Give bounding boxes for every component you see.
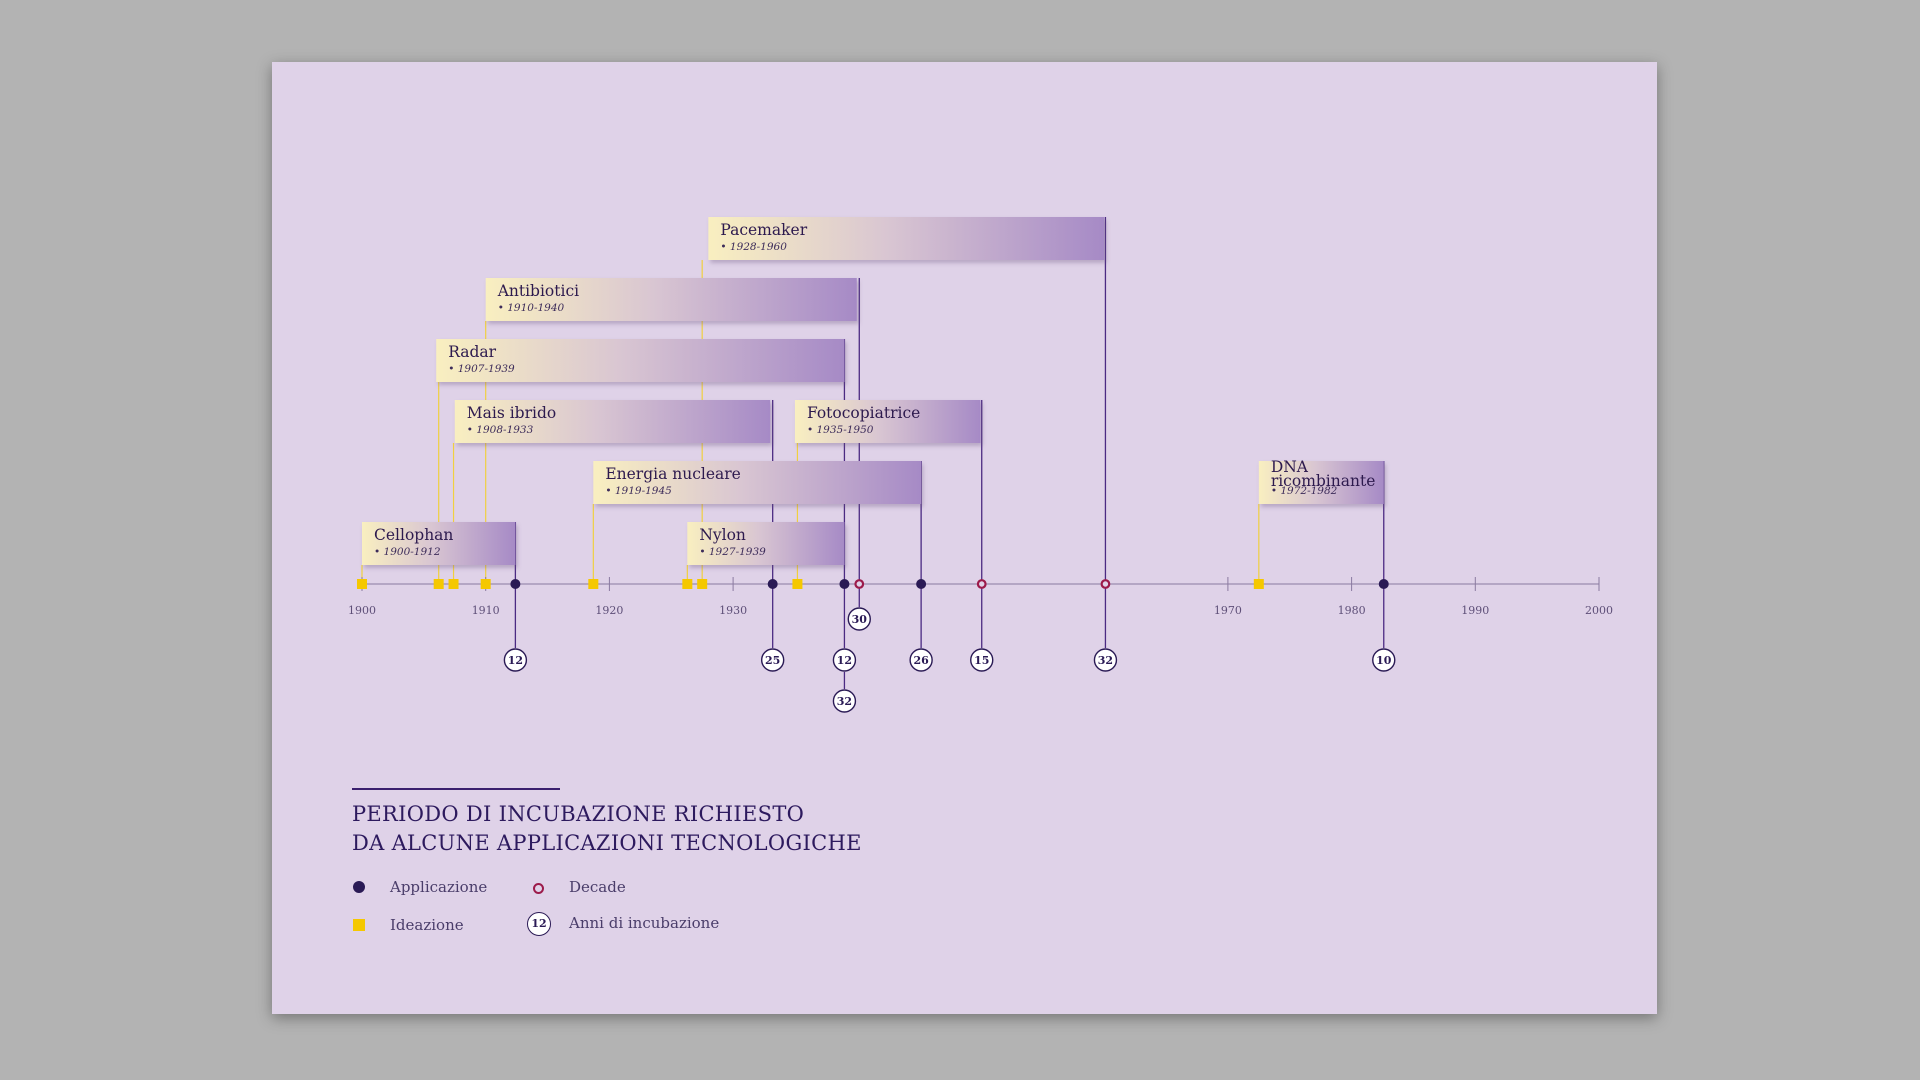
legend-anni-label: Anni di incubazione	[569, 914, 720, 932]
chart-title-line2: DA ALCUNE APPLICAZIONI TECNOLOGICHE	[352, 831, 862, 855]
x-tick-label-1930: 1930	[719, 604, 747, 617]
ideazione-marker-4	[588, 579, 599, 589]
bar-pacemaker	[708, 217, 1105, 260]
applicazione-marker-1	[767, 579, 778, 589]
applicazione-badge-circle-4	[1372, 648, 1396, 672]
bar-energia-nucleare	[593, 461, 922, 504]
bar-sublabel-pacemaker: • 1928-1960	[720, 241, 787, 253]
bar-sublabel-cellophan: • 1900-1912	[374, 546, 441, 558]
x-tick-label-1970: 1970	[1214, 604, 1242, 617]
legend-decade-label: Decade	[569, 878, 626, 896]
ideazione-marker-0	[357, 579, 367, 589]
applicazione-badge-circle-1	[760, 648, 785, 672]
bar-sublabel-radar: • 1907-1939	[448, 363, 515, 375]
decade-badge-label-1: 15	[974, 654, 989, 667]
legend-badge-example: 12	[527, 912, 551, 936]
bar-nylon	[687, 522, 845, 565]
decade-marker-1	[976, 579, 987, 589]
ideazione-marker-1	[433, 579, 444, 589]
bar-label-mais-ibrido: Mais ibrido	[467, 404, 556, 422]
bar-sublabel-energia-nucleare: • 1919-1945	[605, 485, 672, 497]
applicazione-badge-label-4: 10	[1376, 654, 1392, 667]
bar-sublabel-mais-ibrido: • 1908-1933	[467, 424, 534, 436]
decade-marker-2	[1100, 579, 1111, 589]
bar-label-antibiotici: Antibiotici	[497, 282, 579, 300]
ideazione-marker-7	[792, 579, 803, 589]
decade-marker-0	[854, 579, 865, 589]
bar-fotocopiatrice	[794, 400, 981, 443]
applicazione-badge-label-3: 26	[913, 654, 929, 667]
applicazione-marker-2	[839, 579, 850, 589]
legend-rule	[352, 788, 560, 790]
bar-sublabel-antibiotici: • 1910-1940	[498, 302, 565, 314]
x-tick-label-1990: 1990	[1461, 604, 1489, 617]
x-tick-label-1920: 1920	[595, 604, 623, 617]
ideazione-marker-2	[448, 579, 459, 589]
applicazione-marker-3	[916, 579, 927, 589]
legend-applicazione-label: Applicazione	[390, 878, 488, 896]
bar-label-pacemaker: Pacemaker	[720, 221, 807, 239]
x-tick-label-1980: 1980	[1338, 604, 1366, 617]
bar-sublabel-dna-ricombinante: • 1972-1982	[1271, 485, 1338, 497]
bar-radar	[436, 339, 845, 382]
ideazione-marker-5	[682, 579, 693, 589]
applicazione-badge-label-2: 12	[837, 654, 852, 667]
applicazione-badge-circle-2	[832, 648, 857, 672]
extra-badge-circle-0	[832, 689, 857, 713]
ideazione-marker-3	[480, 579, 491, 589]
chart-title: PERIODO DI INCUBAZIONE RICHIESTO DA ALCU…	[352, 800, 862, 858]
bar-cellophan	[362, 522, 516, 565]
decade-badge-circle-0	[847, 607, 871, 631]
applicazione-badge-label-0: 12	[508, 654, 523, 667]
bar-antibiotici	[485, 278, 857, 321]
applicazione-badge-circle-3	[909, 648, 933, 672]
legend-applicazione-marker	[353, 881, 365, 893]
bar-label-dna-ricombinante: DNA ricombinante	[1271, 458, 1376, 490]
ideazione-marker-6	[697, 579, 708, 589]
applicazione-marker-4	[1378, 579, 1389, 589]
bar-label-nylon: Nylon	[699, 526, 746, 544]
decade-badge-label-0: 30	[852, 613, 868, 626]
decade-badge-circle-2	[1093, 648, 1118, 672]
bar-dna-ricombinante	[1258, 461, 1384, 504]
legend-ideazione-label: Ideazione	[390, 916, 464, 934]
chart-title-line1: PERIODO DI INCUBAZIONE RICHIESTO	[352, 802, 805, 826]
decade-badge-label-2: 32	[1098, 654, 1113, 667]
extra-badge-label-0: 32	[837, 695, 852, 708]
ideazione-marker-8	[1253, 579, 1264, 589]
decade-badge-circle-1	[970, 648, 994, 672]
bar-mais-ibrido	[454, 400, 771, 443]
bar-sublabel-fotocopiatrice: • 1935-1950	[807, 424, 874, 436]
bar-label-fotocopiatrice: Fotocopiatrice	[807, 404, 920, 422]
x-tick-label-2000: 2000	[1585, 604, 1613, 617]
x-tick-label-1900: 1900	[348, 604, 376, 617]
legend-ideazione-marker	[353, 919, 365, 931]
bar-label-radar: Radar	[448, 343, 496, 361]
applicazione-badge-circle-0	[503, 648, 528, 672]
bar-sublabel-nylon: • 1927-1939	[699, 546, 766, 558]
x-tick-label-1910: 1910	[472, 604, 500, 617]
bar-label-cellophan: Cellophan	[374, 526, 453, 544]
legend-decade-marker	[533, 883, 544, 894]
applicazione-marker-0	[510, 579, 521, 589]
applicazione-badge-label-1: 25	[765, 654, 780, 667]
bar-label-energia-nucleare: Energia nucleare	[605, 465, 741, 483]
